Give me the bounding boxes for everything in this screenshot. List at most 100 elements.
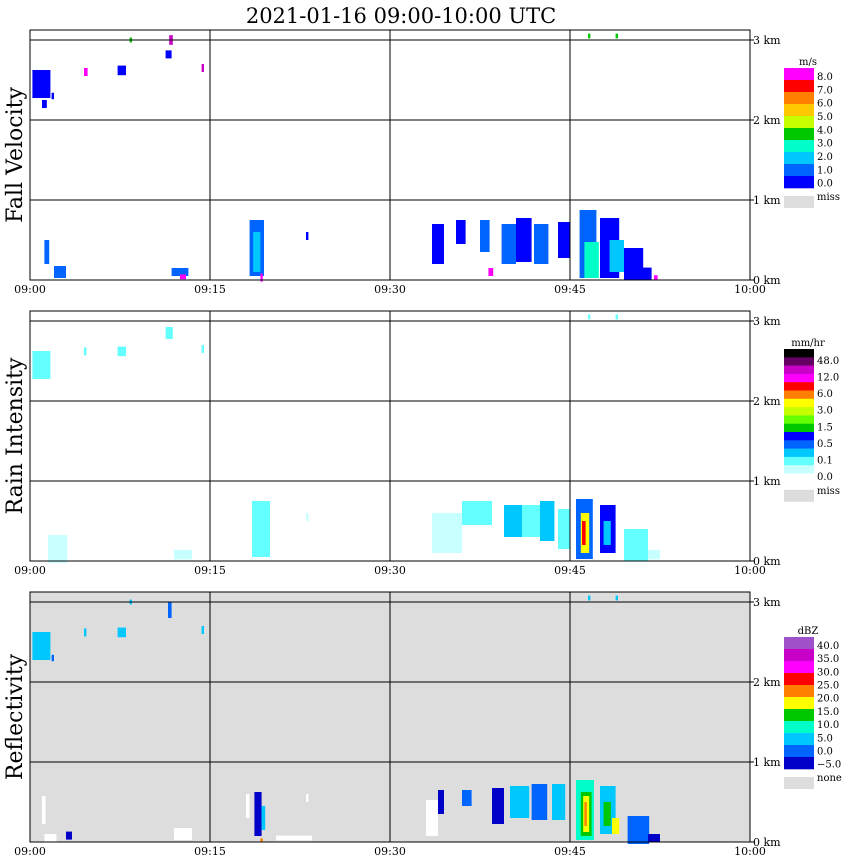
legend-swatch (784, 407, 814, 416)
x-tick-label: 09:30 (374, 283, 406, 296)
echo-cell (84, 347, 87, 356)
echo-cell (201, 64, 204, 72)
legend-label: 15.0 (817, 707, 839, 718)
legend-label: 20.0 (817, 694, 839, 705)
legend-unit: dBZ (798, 626, 819, 637)
echo-cell (51, 92, 54, 100)
echo-cell (558, 222, 570, 258)
echo-cell (201, 626, 204, 634)
legend-swatch (784, 432, 814, 441)
legend-swatch (784, 92, 814, 105)
legend-swatch (784, 709, 814, 722)
y-tick-label: 0 km (753, 274, 781, 287)
legend-label: 1.5 (817, 422, 833, 433)
echo-cell (84, 68, 88, 76)
x-tick-label: 09:00 (14, 845, 46, 858)
legend-swatch (784, 733, 814, 746)
echo-cell (456, 220, 466, 244)
legend-missing-swatch (784, 777, 814, 789)
echo-cell (642, 267, 652, 280)
echo-cell (44, 240, 50, 264)
x-tick-label: 10:00 (734, 845, 766, 858)
legend-label: 3.0 (817, 406, 833, 417)
legend-missing-label: none (817, 773, 842, 784)
echo-cell (48, 535, 68, 563)
echo-cell (654, 275, 658, 280)
echo-cell (426, 800, 438, 836)
echo-cell (488, 268, 494, 276)
y-tick-label: 2 km (753, 676, 781, 689)
echo-cell (624, 529, 648, 561)
y-tick-label: 3 km (753, 315, 781, 328)
legend-label: 25.0 (817, 680, 839, 691)
legend-label: 3.0 (817, 139, 833, 150)
echo-cell (174, 549, 192, 560)
legend-swatch (784, 637, 814, 650)
x-tick-label: 09:15 (194, 564, 226, 577)
legend-label: −5.0 (817, 760, 841, 771)
legend-swatch (784, 721, 814, 734)
echo-cell (588, 595, 591, 601)
echo-cell (480, 220, 490, 252)
echo-cell (501, 224, 516, 264)
y-tick-label: 1 km (753, 475, 781, 488)
echo-cell (603, 802, 611, 826)
echo-cell (492, 788, 504, 824)
chart-title: 2021-01-16 09:00-10:00 UTC (246, 4, 556, 28)
echo-cell (180, 274, 186, 280)
legend-missing-swatch (784, 489, 814, 502)
echo-cell (165, 327, 173, 339)
y-tick-label: 2 km (753, 114, 781, 127)
echo-cell (32, 351, 51, 379)
legend-swatch (784, 152, 814, 165)
legend-swatch (784, 365, 814, 375)
x-tick-label: 09:45 (554, 845, 586, 858)
y-tick-label: 0 km (753, 836, 781, 849)
legend-label: 4.0 (817, 125, 833, 136)
plot-frame (29, 310, 751, 562)
echo-cell (66, 831, 72, 840)
legend-swatch (784, 68, 814, 81)
x-tick-label: 10:00 (734, 564, 766, 577)
y-tick-label: 2 km (753, 395, 781, 408)
legend-swatch (784, 415, 814, 424)
echo-cell (540, 501, 555, 541)
legend-label: 0.0 (817, 179, 833, 190)
echo-cell (261, 806, 266, 830)
echo-cell (306, 232, 309, 240)
echo-cell (42, 100, 47, 108)
legend-swatch (784, 382, 814, 391)
echo-cell (516, 218, 532, 262)
y-tick-label: 1 km (753, 756, 781, 769)
echo-cell (584, 802, 587, 826)
echo-cell (42, 796, 46, 824)
legend-swatch (784, 745, 814, 758)
echo-cell (432, 513, 462, 553)
legend-swatch (784, 373, 814, 383)
x-tick-label: 09:15 (194, 845, 226, 858)
echo-cell (306, 794, 309, 802)
echo-cell (168, 602, 172, 618)
echo-cell (627, 816, 650, 844)
echo-cell (253, 232, 261, 272)
legend-label: 40.0 (817, 641, 839, 652)
echo-cell (462, 501, 492, 525)
echo-cell (584, 242, 599, 278)
legend-swatch (784, 357, 814, 366)
echo-cell (201, 345, 204, 353)
legend-label: 2.0 (817, 152, 833, 163)
y-axis-title: Rain Intensity (3, 357, 28, 514)
x-tick-label: 09:15 (194, 283, 226, 296)
y-axis-title: Reflectivity (3, 653, 28, 780)
echo-cell (582, 521, 586, 545)
legend-swatch (784, 440, 814, 449)
legend-label: 0.0 (817, 746, 833, 757)
echo-cell (246, 794, 250, 818)
legend-label: 8.0 (817, 72, 833, 83)
echo-cell (84, 628, 87, 637)
x-tick-label: 09:45 (554, 283, 586, 296)
echo-cell (432, 224, 444, 264)
legend-swatch (784, 423, 814, 433)
legend-swatch (784, 176, 814, 189)
